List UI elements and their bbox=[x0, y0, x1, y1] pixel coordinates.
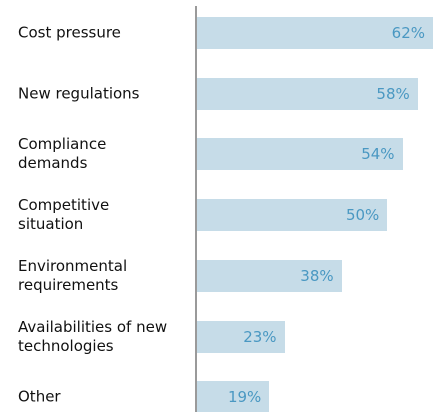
category-label: Compliance demands bbox=[18, 135, 107, 173]
value-label: 58% bbox=[376, 84, 410, 103]
bar bbox=[197, 77, 418, 110]
value-label: 50% bbox=[345, 206, 380, 225]
bar bbox=[197, 138, 403, 171]
category-label: Availabilities of new technologies bbox=[18, 317, 168, 355]
bar bbox=[197, 17, 433, 49]
bar bbox=[197, 259, 342, 292]
bar bbox=[197, 199, 388, 232]
value-label: 54% bbox=[361, 145, 395, 164]
category-label: Competitive situation bbox=[18, 196, 110, 234]
value-label: 23% bbox=[243, 327, 277, 346]
category-label: Other bbox=[18, 387, 61, 406]
category-label: Environmental requirements bbox=[18, 256, 128, 294]
bar bbox=[197, 320, 285, 353]
bar bbox=[197, 381, 270, 412]
value-label: 19% bbox=[227, 388, 262, 407]
category-label: New regulations bbox=[18, 84, 140, 103]
value-label: 62% bbox=[391, 24, 425, 42]
axis-line bbox=[195, 6, 197, 412]
value-label: 38% bbox=[300, 266, 334, 285]
category-label: Cost pressure bbox=[18, 23, 121, 42]
